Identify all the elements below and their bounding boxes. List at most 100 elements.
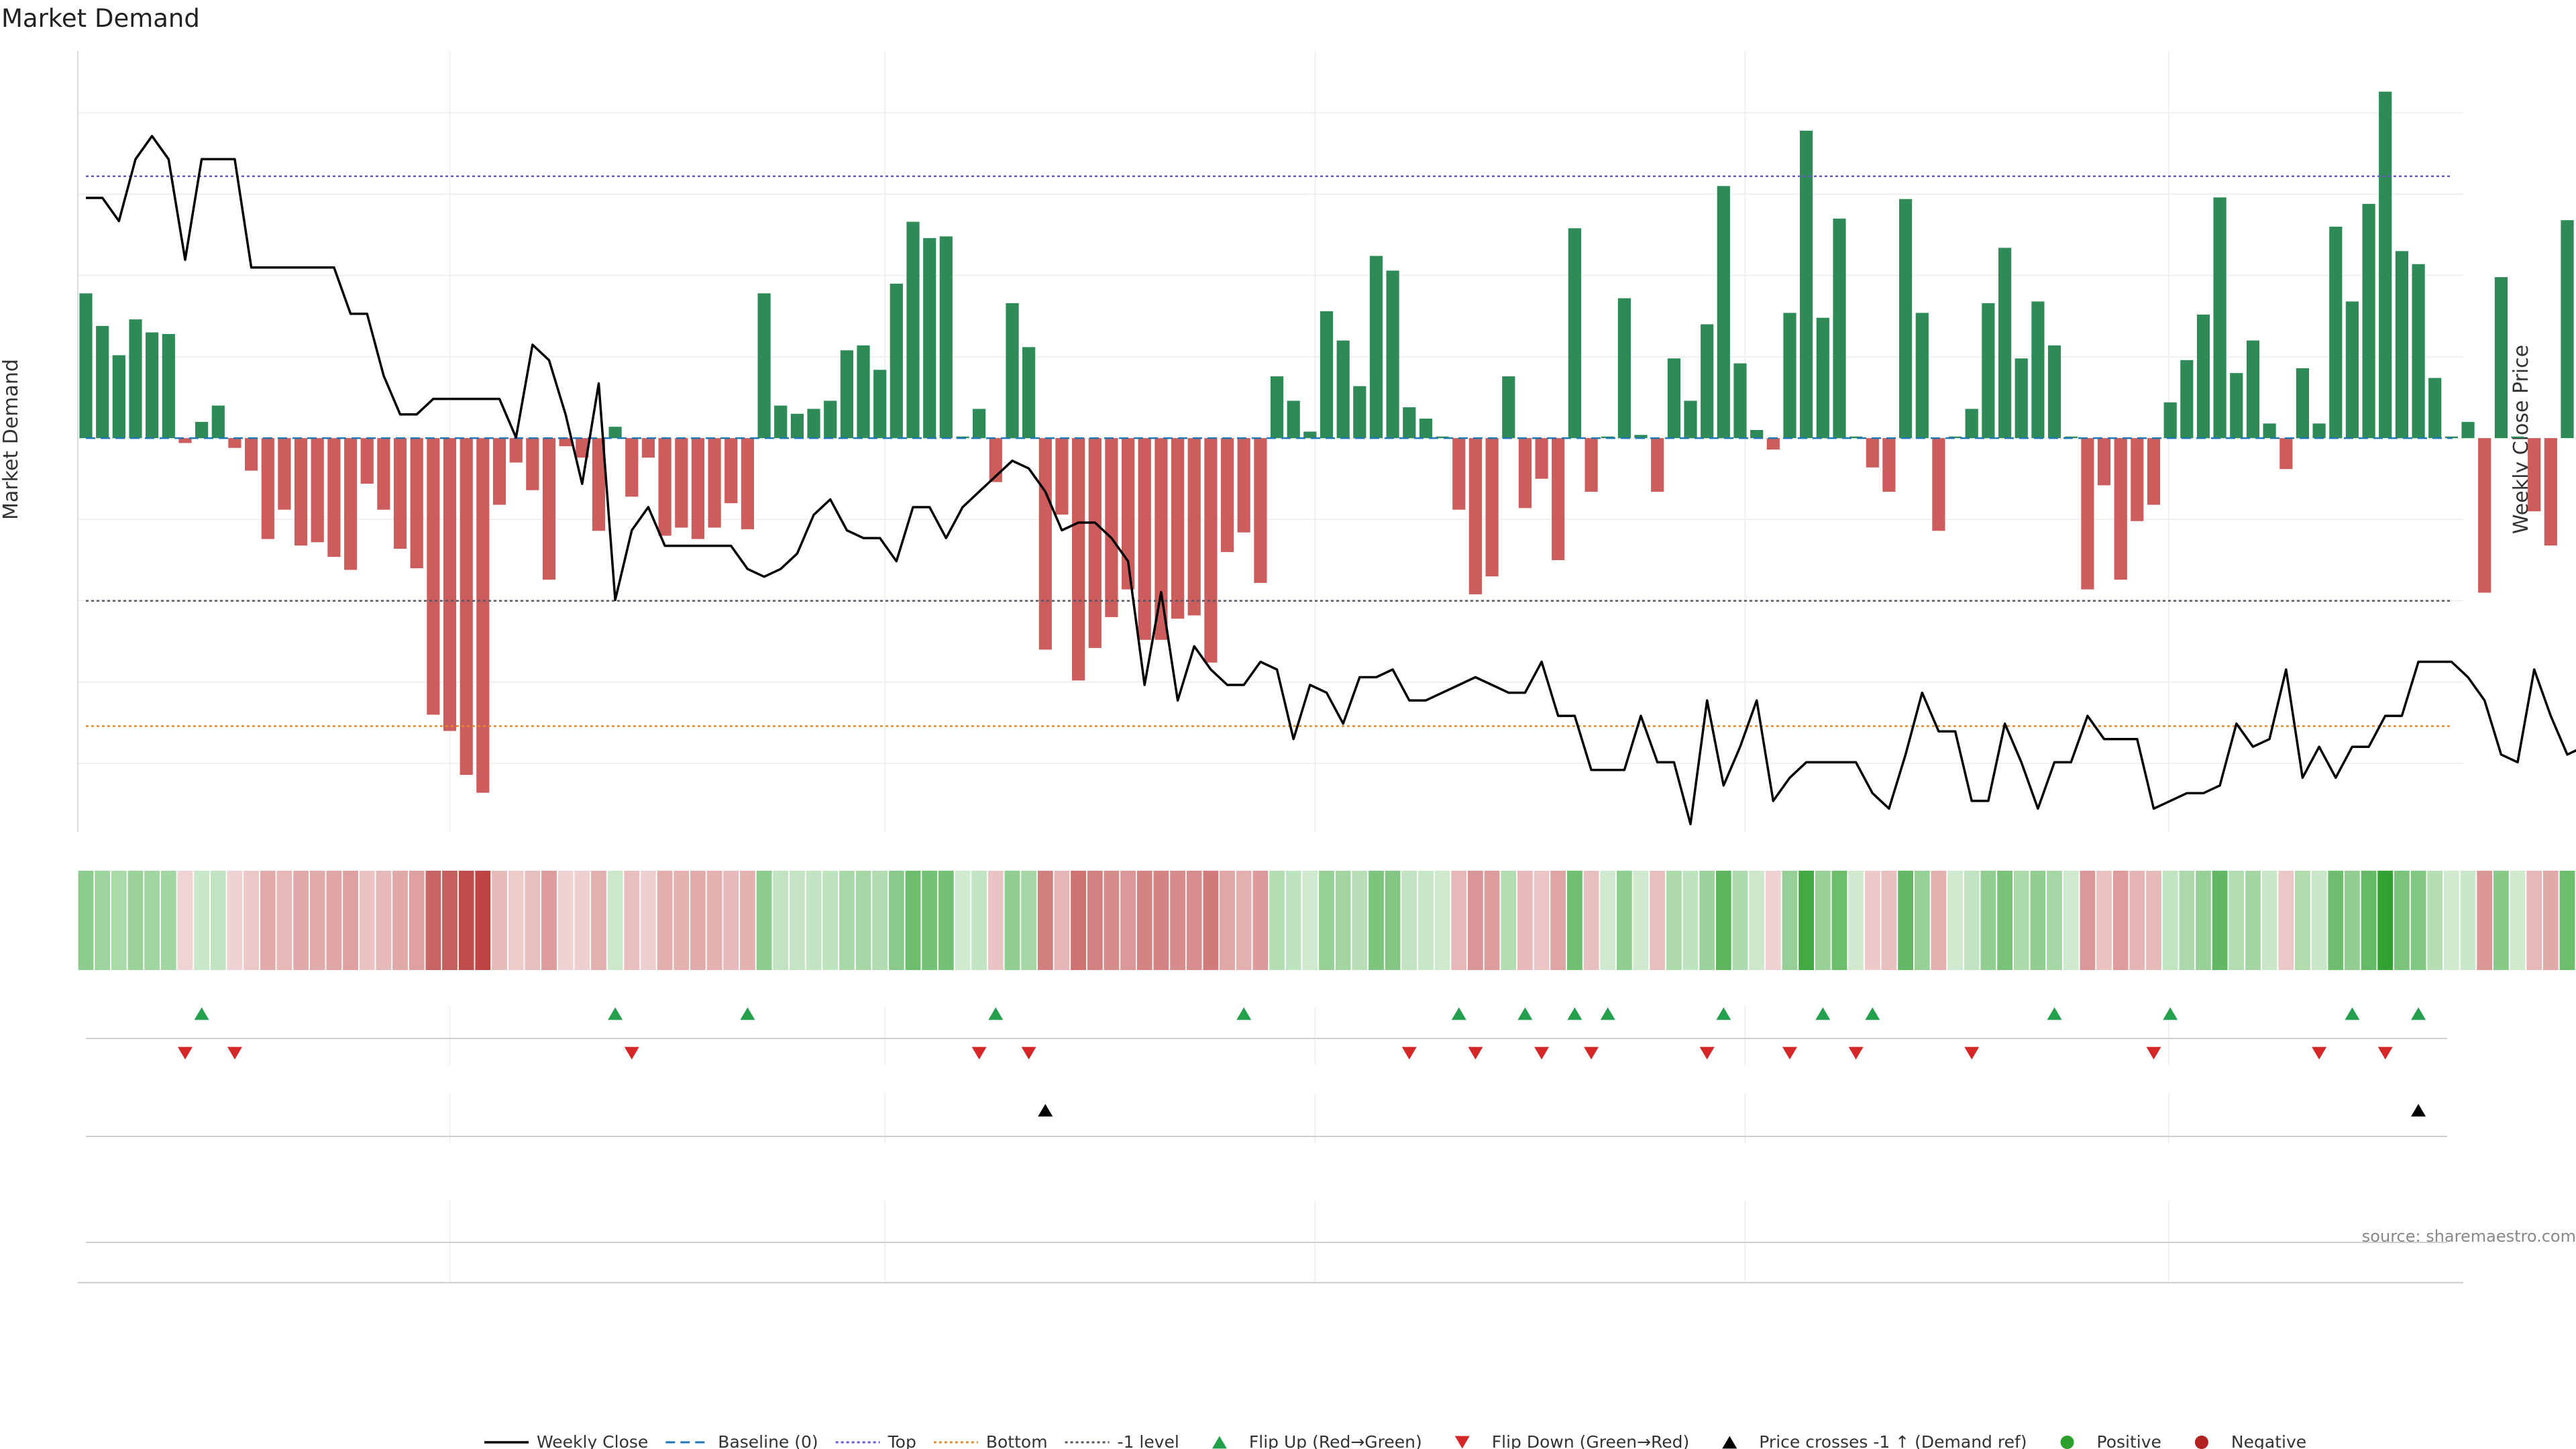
demand-bar-positive [2230,373,2243,439]
flip-down-marker [1964,1046,1980,1060]
legend-item-flip-down: Flip Down (Green→Red) [1454,1432,1689,1449]
chart-title: Market Demand [1,4,200,33]
demand-bar-negative [1535,438,1548,479]
heat-cell [144,871,160,970]
demand-bar-negative [1122,438,1135,590]
flip-down-marker [1468,1046,1483,1060]
demand-bar-positive [1899,199,1913,439]
demand-bar-negative [1932,438,1945,531]
heat-cell [1997,871,2012,970]
flip-up-marker [608,1007,623,1020]
demand-bar-positive [1833,218,1846,439]
heat-cell [1468,871,1483,970]
heat-cell [276,871,292,970]
demand-bar-positive [939,236,953,439]
legend-swatch-flip-down [1454,1436,1470,1449]
heat-cell [376,871,392,970]
heat-cell [1004,871,1020,970]
heat-cell [1567,871,1582,970]
heat-cell [2063,871,2079,970]
heat-cell [2030,871,2046,970]
legend-swatch-price-cross [1722,1436,1737,1449]
demand-bar-positive [2561,220,2574,439]
heat-cell [2526,871,2542,970]
demand-bar-negative [592,438,606,531]
demand-bar-positive [1568,228,1581,439]
heat-cell [1451,871,1467,970]
demand-bar-positive [1750,430,1764,439]
heat-cell [2229,871,2245,970]
event-markers [177,1007,2426,1117]
heat-cell [1401,871,1417,970]
flip-down-marker [177,1046,193,1060]
heat-cell [905,871,921,970]
demand-bar-positive [2263,423,2276,439]
demand-bar-negative [178,438,192,443]
heat-cell [987,871,1004,970]
heat-cell [210,871,226,970]
demand-bar-negative [2528,438,2541,512]
demand-bar-negative [1072,438,1085,681]
heat-cell [425,871,441,970]
demand-bar-positive [2428,378,2442,439]
heat-cell [1650,871,1666,970]
demand-bar-negative [658,438,672,536]
demand-bar-positive [1634,435,1648,439]
demand-bar-negative [1237,438,1250,533]
heat-cell [2129,871,2145,970]
demand-bar-positive [129,319,142,439]
heat-cell [1054,871,1070,970]
heat-cell [1633,871,1649,970]
heat-cell [1617,871,1632,970]
heat-cell [1302,871,1318,970]
flip-up-marker [2411,1007,2426,1020]
heat-cell [1782,871,1798,970]
legend-item-flip-up: Flip Up (Red→Green) [1212,1432,1422,1449]
demand-bar-positive [2312,423,2326,439]
reference-levels [86,175,2453,727]
demand-bar-negative [1552,438,1565,560]
heat-cell [508,871,524,970]
heat-cell [2328,871,2344,970]
legend-label: -1 level [1118,1432,1179,1449]
flip-up-marker [1716,1007,1731,1020]
heat-cell [1964,871,1980,970]
demand-bar-positive [162,333,175,439]
heat-cell [2361,871,2377,970]
heat-cell [1418,871,1434,970]
heat-cell [1352,871,1368,970]
heat-cell [343,871,358,970]
heat-cell [442,871,458,970]
legend-item-positive: Positive [2060,1432,2161,1449]
legend-item-weekly-close: Weekly Close [484,1432,648,1449]
heat-cell [1037,871,1053,970]
demand-bar-negative [724,438,738,504]
demand-bar-positive [2047,345,2061,439]
price-cross-marker [2411,1104,2426,1117]
heat-cell [1269,871,1285,970]
demand-bar-positive [1816,317,1829,439]
heat-cell [458,871,474,970]
heat-cell [127,871,144,970]
flip-down-marker [2146,1046,2161,1060]
heat-cell [293,871,309,970]
demand-bar-negative [691,438,704,539]
heat-cell [1666,871,1682,970]
demand-bar-negative [989,438,1002,482]
demand-bar-positive [1717,186,1730,439]
demand-bar-negative [311,438,324,543]
demand-bar-negative [2081,438,2094,590]
demand-bar-positive [1949,436,1962,439]
demand-bar-negative [1254,438,1267,583]
heat-cell [541,871,557,970]
demand-bar-negative [576,438,589,458]
flip-down-marker [1782,1046,1797,1060]
demand-bar-negative [2097,438,2111,486]
heat-cell [1335,871,1351,970]
legend-label: Weekly Close [537,1432,648,1449]
demand-bar-positive [857,345,870,439]
demand-bar-negative [327,438,341,557]
demand-bar-negative [741,438,754,529]
heat-cell [2477,871,2493,970]
